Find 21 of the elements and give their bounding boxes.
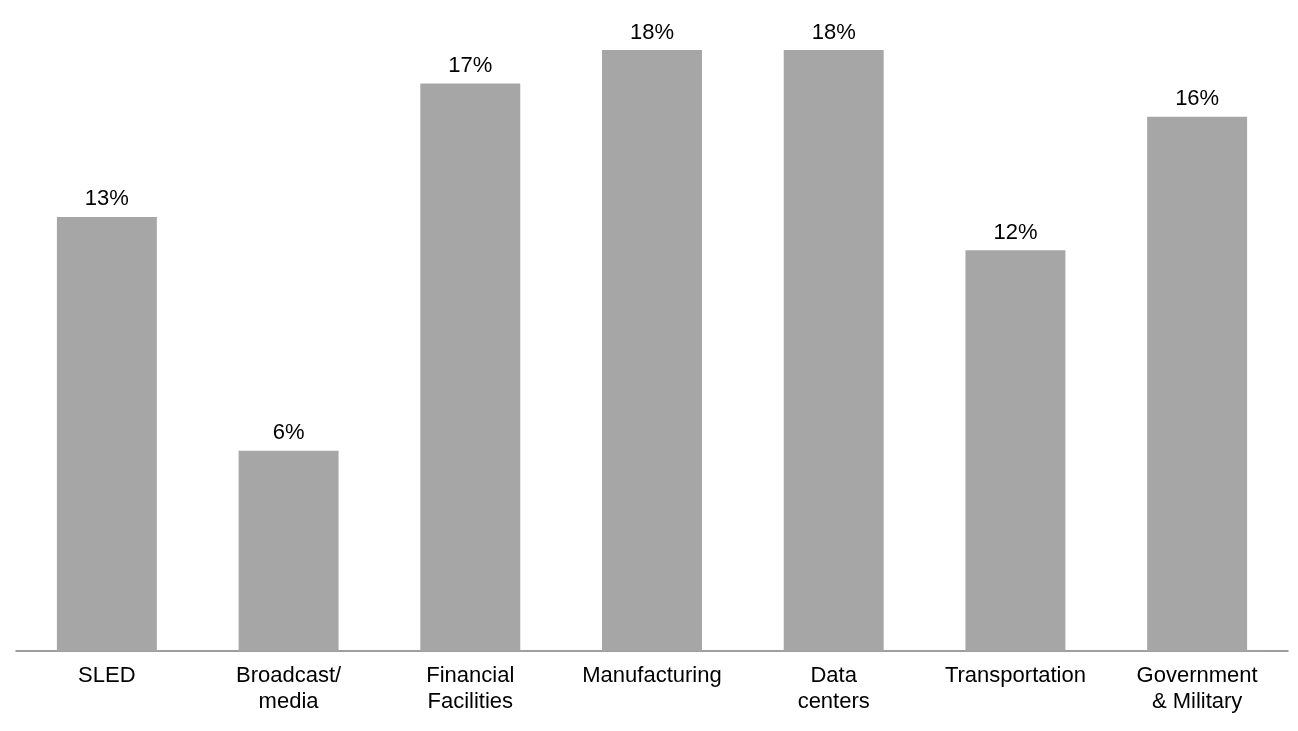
x-tick-label: Data centers	[797, 661, 870, 713]
data-label: 17%	[448, 51, 493, 77]
bar	[238, 450, 339, 651]
bar	[56, 216, 157, 651]
data-label: 16%	[1175, 85, 1220, 111]
x-tick-label: Transportation	[944, 661, 1086, 687]
data-label: 13%	[84, 185, 129, 211]
data-label: 6%	[272, 419, 305, 445]
bar	[1147, 116, 1248, 651]
bar	[602, 50, 702, 651]
x-tick-label: Government & Military	[1136, 661, 1258, 713]
data-label: 12%	[993, 218, 1038, 244]
bar	[420, 83, 521, 651]
x-tick-label: SLED	[78, 661, 136, 687]
data-label: 18%	[811, 18, 856, 44]
data-label: 18%	[629, 18, 675, 44]
x-tick-label: Financial Facilities	[426, 661, 515, 713]
x-tick-label: Manufacturing	[582, 661, 722, 687]
bar	[965, 250, 1066, 651]
bar	[783, 50, 884, 651]
x-tick-label: Broadcast/ media	[235, 661, 343, 713]
